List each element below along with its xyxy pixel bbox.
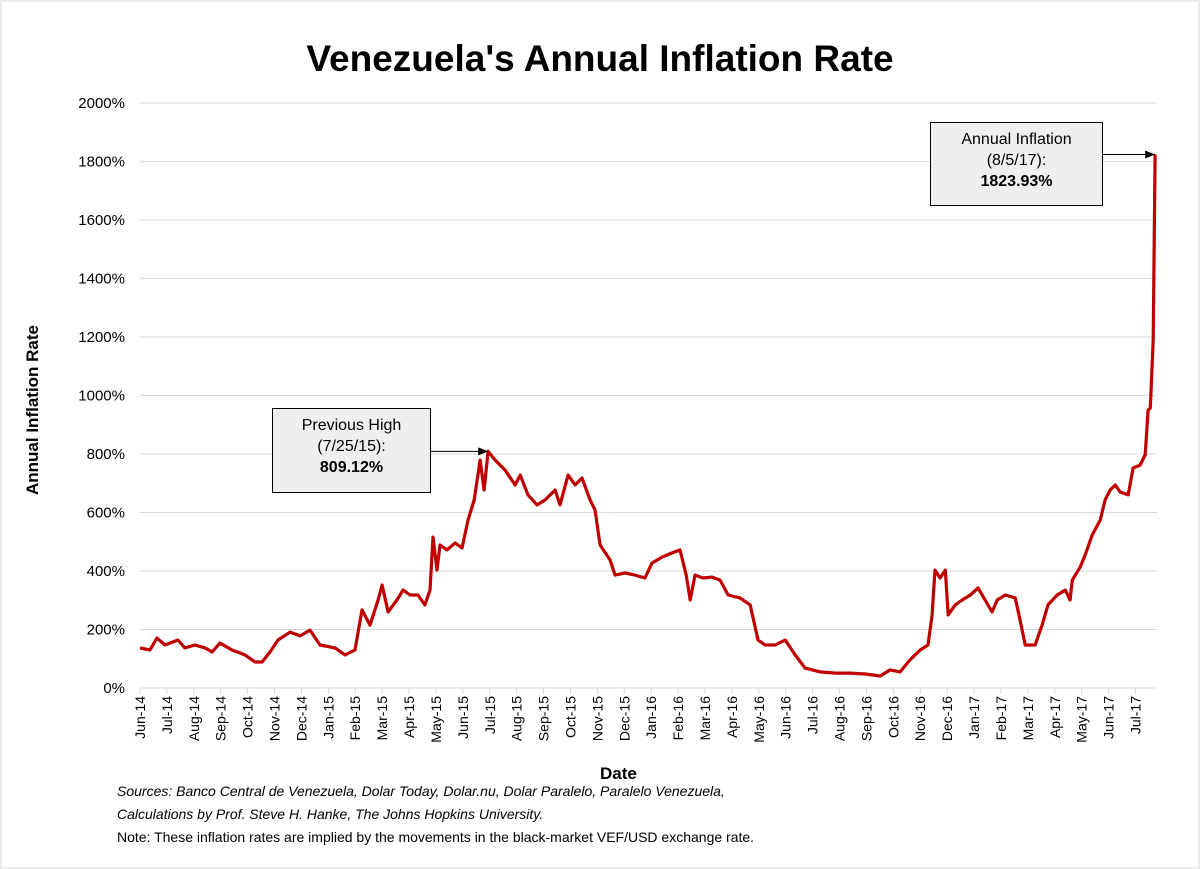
x-tick-label: Jul-14 xyxy=(159,696,175,734)
x-tick-label: Jan-16 xyxy=(643,696,659,739)
x-tick-label: Sep-15 xyxy=(536,696,552,741)
x-tick-label: Jun-14 xyxy=(132,696,148,739)
annotation-current-inflation: Annual Inflation (8/5/17): 1823.93% xyxy=(930,122,1103,206)
annotation-previous-high: Previous High (7/25/15): 809.12% xyxy=(272,408,431,493)
x-tick-label: Mar-15 xyxy=(374,696,390,741)
y-tick-label: 400% xyxy=(87,563,125,580)
x-tick-label: Feb-17 xyxy=(993,696,1009,741)
x-tick-label: Mar-16 xyxy=(697,696,713,741)
x-tick-label: May-15 xyxy=(428,696,444,743)
x-tick-label: Apr-17 xyxy=(1047,696,1063,738)
chart-title: Venezuela's Annual Inflation Rate xyxy=(306,38,894,79)
x-tick-label: Dec-14 xyxy=(293,696,309,741)
x-tick-label: Feb-16 xyxy=(670,696,686,741)
y-axis-label: Annual Inflation Rate xyxy=(23,325,42,495)
y-tick-label: 0% xyxy=(103,680,125,697)
y-tick-label: 1200% xyxy=(78,329,125,346)
x-tick-label: Oct-14 xyxy=(240,696,256,738)
x-tick-label: Oct-15 xyxy=(562,696,578,738)
x-tick-label: Jul-17 xyxy=(1127,696,1143,734)
x-axis-label: Date xyxy=(600,764,637,783)
x-tick-label: Nov-16 xyxy=(912,696,928,741)
x-tick-label: Aug-16 xyxy=(832,696,848,741)
x-tick-label: Jan-15 xyxy=(320,696,336,739)
x-tick-label: Aug-15 xyxy=(509,696,525,741)
sources-line-1: Sources: Banco Central de Venezuela, Dol… xyxy=(117,783,725,799)
annotation-value: 809.12% xyxy=(319,459,384,476)
y-tick-label: 1400% xyxy=(78,271,125,288)
x-tick-label: Jul-16 xyxy=(805,696,821,734)
x-tick-label: Dec-16 xyxy=(939,696,955,741)
x-tick-label: Jan-17 xyxy=(966,696,982,739)
x-tick-label: Jun-15 xyxy=(455,696,471,739)
x-tick-label: Feb-15 xyxy=(347,696,363,741)
x-tick-label: Nov-15 xyxy=(589,696,605,741)
y-tick-label: 2000% xyxy=(78,95,125,112)
x-tick-label: Apr-15 xyxy=(401,696,417,738)
annotation-value: 1823.93% xyxy=(980,173,1053,190)
annotation-line1: Previous High xyxy=(301,417,402,434)
x-tick-label: Jun-17 xyxy=(1101,696,1117,739)
series-line xyxy=(139,154,1157,678)
sources-line-2: Calculations by Prof. Steve H. Hanke, Th… xyxy=(117,806,544,822)
x-tick-label: May-17 xyxy=(1074,696,1090,743)
x-tick-label: Nov-14 xyxy=(267,696,283,741)
y-tick-label: 1600% xyxy=(78,212,125,229)
x-tick-label: Mar-17 xyxy=(1020,696,1036,741)
x-tick-label: Sep-14 xyxy=(213,696,229,741)
y-tick-label: 1000% xyxy=(78,388,125,405)
y-tick-label: 1800% xyxy=(78,154,125,171)
x-tick-label: Jun-16 xyxy=(778,696,794,739)
annotation-line1: Annual Inflation xyxy=(961,131,1072,148)
y-tick-label: 800% xyxy=(87,446,125,463)
annotation-line2: (8/5/17): xyxy=(986,152,1047,169)
x-tick-label: Oct-16 xyxy=(885,696,901,738)
x-tick-label: Dec-15 xyxy=(616,696,632,741)
x-tick-label: Sep-16 xyxy=(858,696,874,741)
y-tick-label: 200% xyxy=(87,622,125,639)
x-tick-label: May-16 xyxy=(751,696,767,743)
x-tick-label: Jul-15 xyxy=(482,696,498,734)
y-tick-label: 600% xyxy=(87,505,125,522)
x-tick-label: Aug-14 xyxy=(186,696,202,741)
x-tick-label: Apr-16 xyxy=(724,696,740,738)
annotation-line2: (7/25/15): xyxy=(317,438,386,455)
footnote: Note: These inflation rates are implied … xyxy=(117,829,755,845)
